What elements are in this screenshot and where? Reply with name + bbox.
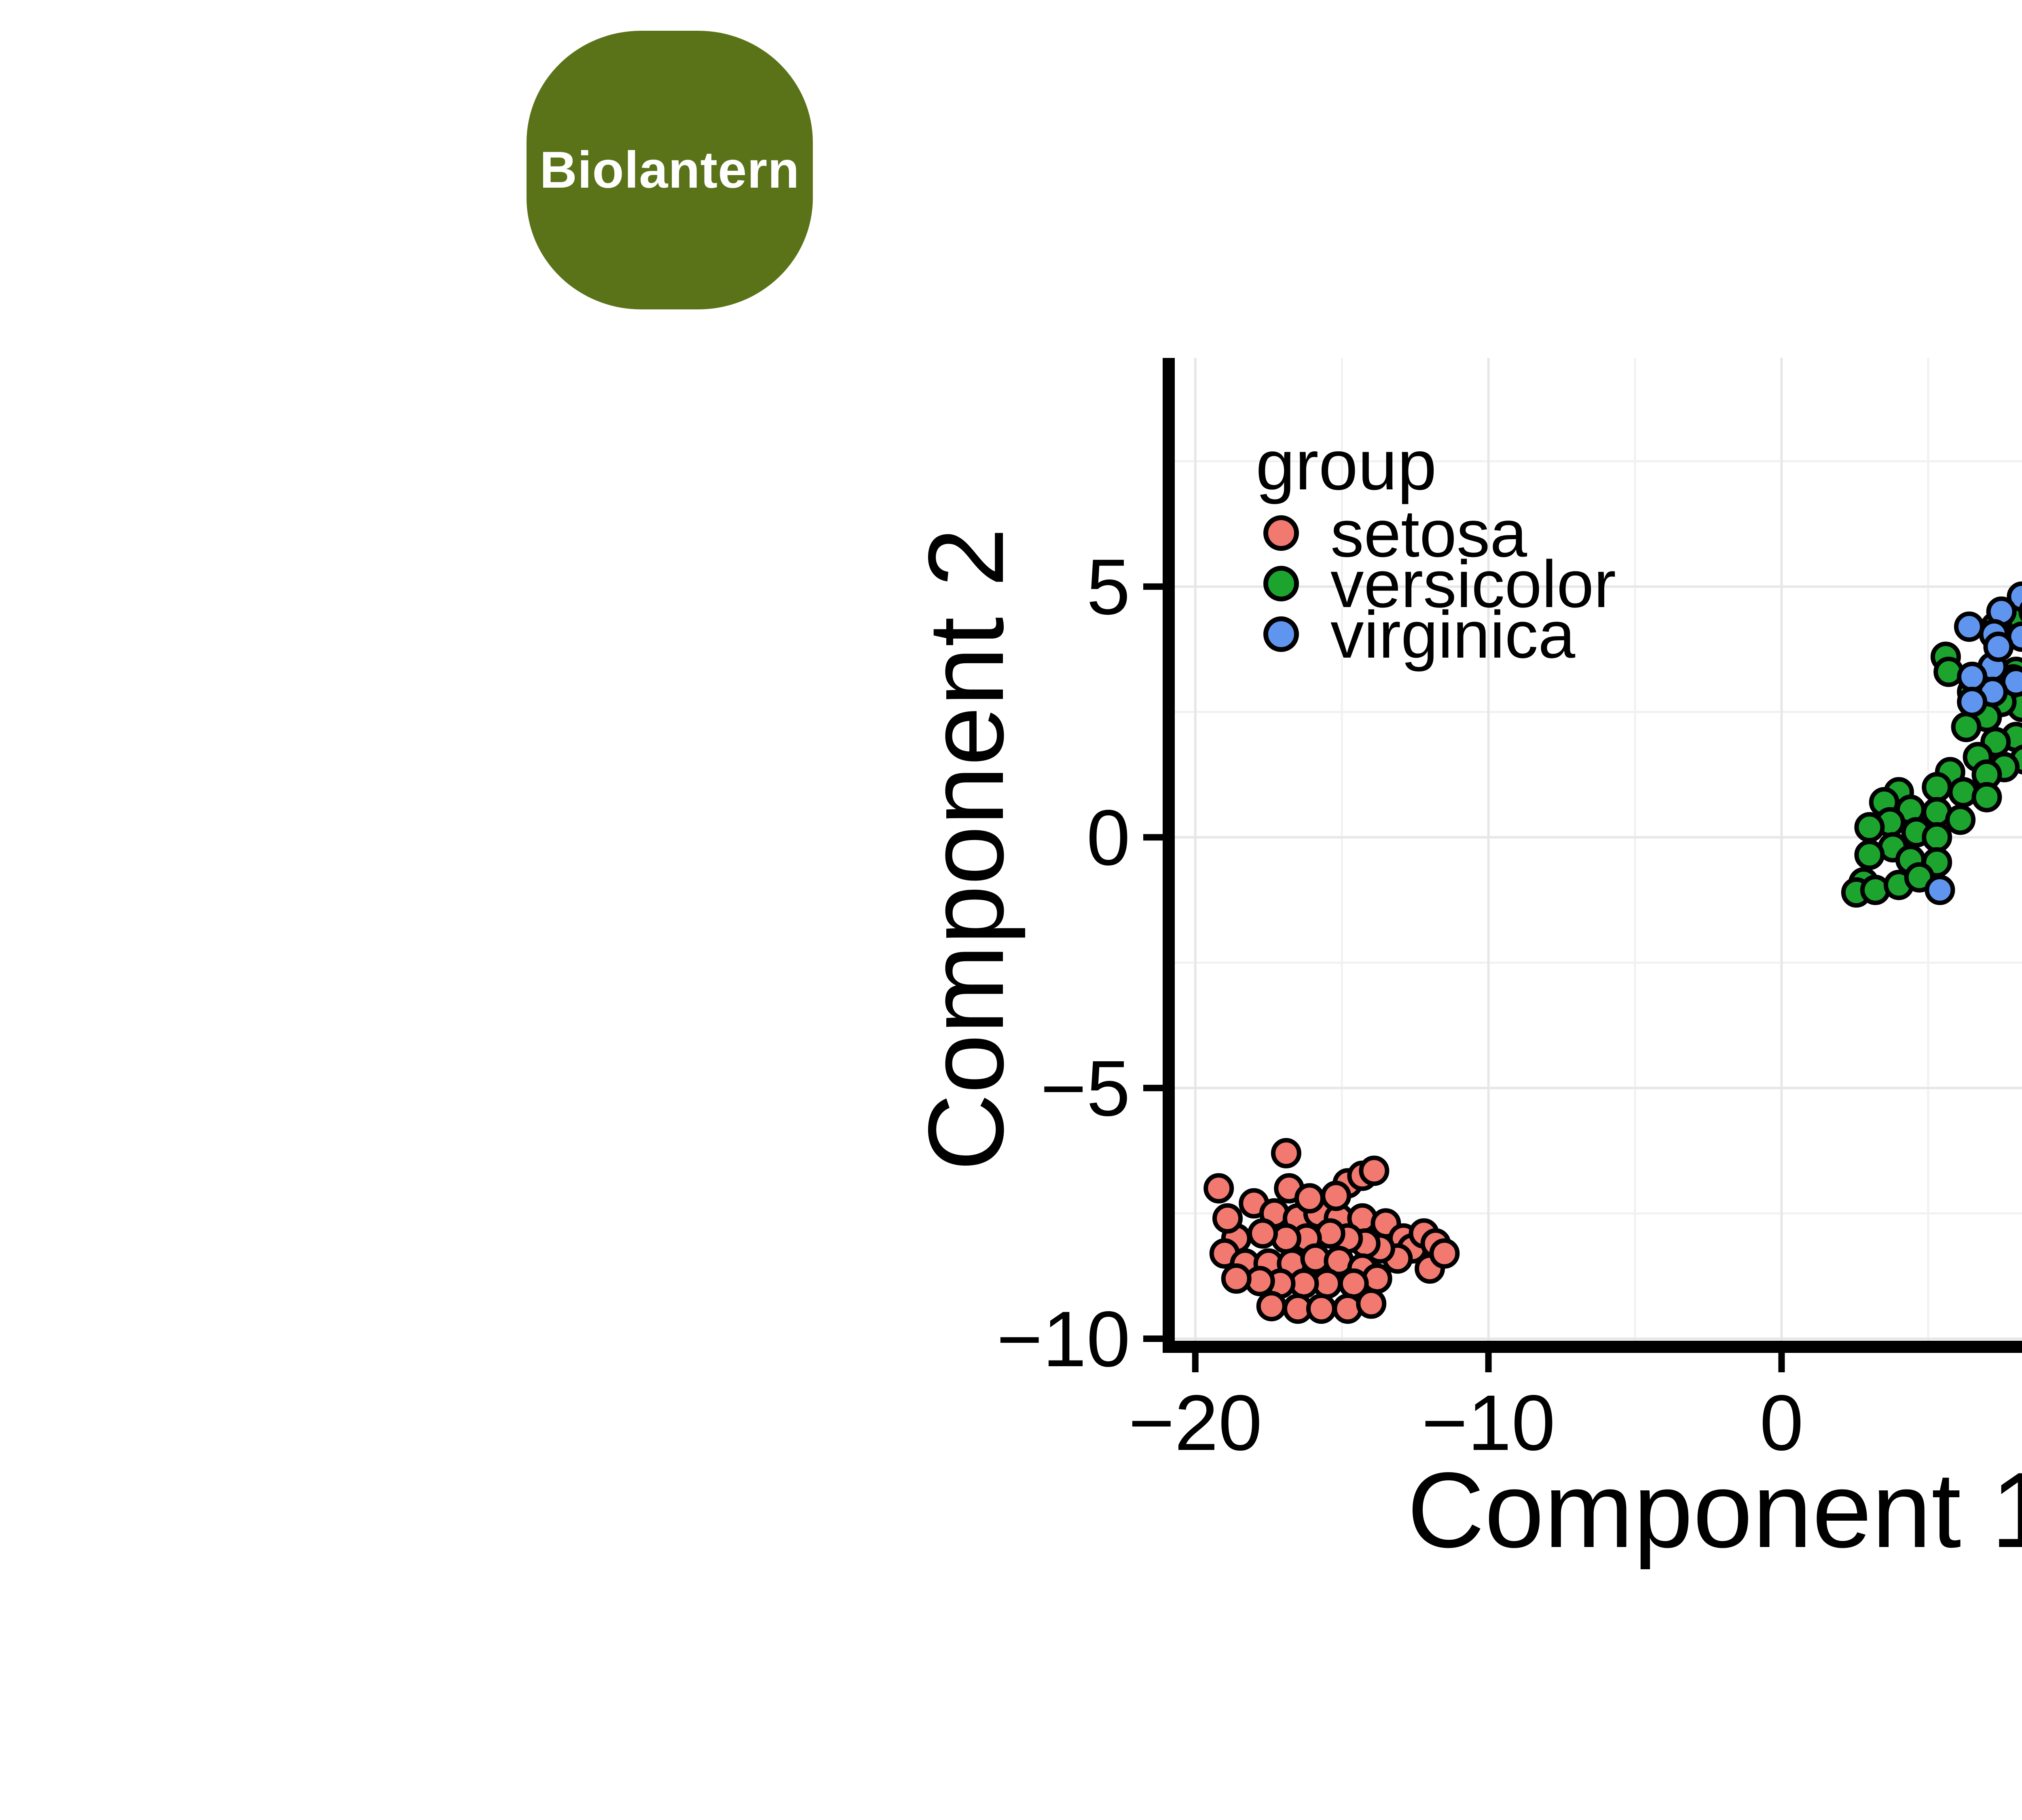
data-point-versicolor bbox=[1951, 712, 1982, 742]
y-tick-label: 0 bbox=[1087, 794, 1130, 882]
data-point-versicolor bbox=[1922, 772, 1952, 802]
data-point-setosa bbox=[1212, 1203, 1243, 1234]
data-point-virginica bbox=[2018, 602, 2022, 622]
data-point-setosa bbox=[1321, 1181, 1352, 1211]
data-point-virginica bbox=[1925, 874, 1955, 905]
data-point-setosa bbox=[1356, 1288, 1387, 1319]
x-tick-label: −20 bbox=[1128, 1379, 1262, 1467]
x-axis-title: Component 1 bbox=[1407, 1450, 2022, 1570]
y-tick-label: −5 bbox=[1041, 1044, 1130, 1132]
x-tick-label: −10 bbox=[1421, 1379, 1555, 1467]
data-point-setosa bbox=[1359, 1155, 1390, 1186]
legend-title: group bbox=[1256, 426, 1437, 505]
logo-badge: Biolantern bbox=[527, 31, 813, 309]
legend-swatch-virginica bbox=[1263, 616, 1299, 652]
data-point-versicolor bbox=[1971, 782, 2002, 813]
data-point-versicolor bbox=[1854, 812, 1885, 842]
data-point-setosa bbox=[1306, 1293, 1337, 1324]
data-point-versicolor bbox=[1922, 822, 1952, 853]
y-axis-title: Component 2 bbox=[906, 527, 1026, 1171]
legend-label-versicolor: versicolor bbox=[1330, 547, 1616, 621]
logo-text: Biolantern bbox=[539, 141, 800, 199]
x-axis-line bbox=[1163, 1341, 2022, 1353]
y-tick-label: 5 bbox=[1087, 543, 1130, 631]
data-point-versicolor bbox=[1945, 804, 1976, 835]
legend-label-setosa: setosa bbox=[1330, 496, 1527, 571]
legend-label-virginica: virginica bbox=[1330, 597, 1575, 672]
data-point-setosa bbox=[1203, 1173, 1234, 1204]
legend-swatch-setosa bbox=[1263, 515, 1299, 551]
x-tick-label: 0 bbox=[1760, 1379, 1803, 1467]
data-point-setosa bbox=[1429, 1238, 1460, 1269]
y-axis-line bbox=[1163, 358, 1175, 1353]
legend-swatch-versicolor bbox=[1263, 566, 1299, 601]
data-point-virginica bbox=[1957, 687, 1988, 717]
data-point-setosa bbox=[1294, 1183, 1325, 1214]
data-point-setosa bbox=[1271, 1138, 1301, 1168]
data-point-setosa bbox=[1248, 1218, 1278, 1249]
data-point-virginica bbox=[1957, 662, 1988, 692]
data-point-versicolor bbox=[1854, 840, 1885, 870]
data-point-setosa bbox=[1221, 1263, 1252, 1294]
y-tick-label: −10 bbox=[996, 1295, 1130, 1383]
data-point-virginica bbox=[1983, 631, 2014, 662]
data-point-virginica bbox=[1954, 612, 1984, 642]
data-point-setosa bbox=[1256, 1291, 1287, 1321]
